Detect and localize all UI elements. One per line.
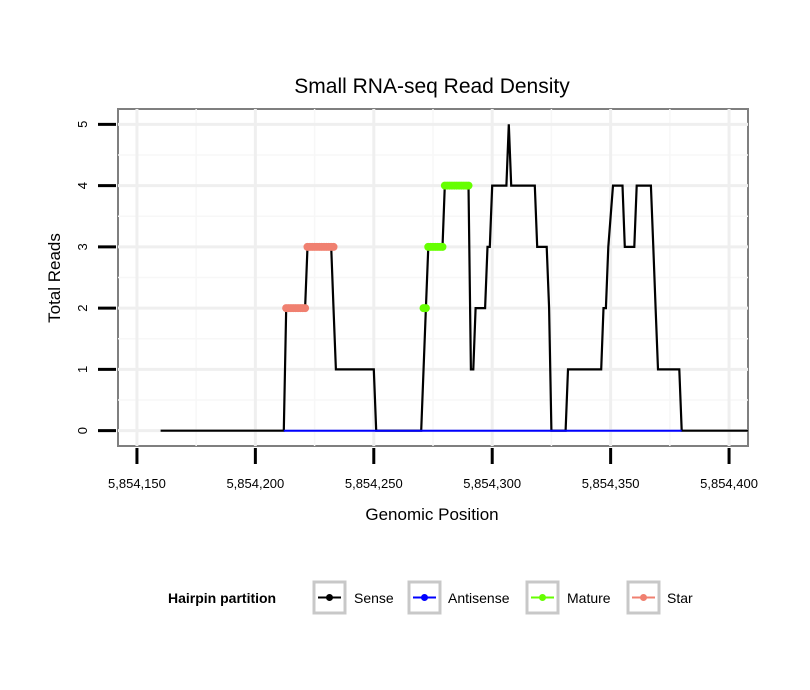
series-layer — [160, 124, 748, 432]
legend-label: Star — [667, 590, 693, 606]
y-axis: 0 1 2 3 4 5 — [75, 121, 116, 434]
legend-label: Mature — [567, 590, 611, 606]
legend-item-star: Star — [626, 580, 693, 615]
legend-title: Hairpin partition — [168, 590, 276, 606]
grid-lines — [118, 109, 748, 446]
legend-key-point — [326, 594, 333, 601]
y-tick-label: 3 — [75, 243, 90, 250]
x-axis-label: Genomic Position — [365, 505, 498, 524]
x-tick-label: 5,854,300 — [463, 476, 521, 491]
legend-key-point — [640, 594, 647, 601]
series-sense-line — [160, 124, 748, 432]
legend-key-point — [539, 594, 546, 601]
chart-title: Small RNA-seq Read Density — [294, 75, 570, 98]
y-tick-label: 0 — [75, 427, 90, 434]
y-tick-label: 1 — [75, 366, 90, 373]
y-tick-label: 2 — [75, 305, 90, 312]
y-tick-label: 5 — [75, 121, 90, 128]
legend-item-sense: Sense — [312, 580, 394, 615]
y-tick-label: 4 — [75, 182, 90, 189]
x-tick-label: 5,854,250 — [345, 476, 403, 491]
x-axis: 5,854,150 5,854,200 5,854,250 5,854,300 5,85… — [108, 448, 758, 491]
x-tick-label: 5,854,200 — [226, 476, 284, 491]
legend-item-antisense: Antisense — [407, 580, 510, 615]
x-tick-label: 5,854,350 — [582, 476, 640, 491]
legend-key-point — [421, 594, 428, 601]
legend-item-mature: Mature — [525, 580, 611, 615]
y-axis-label: Total Reads — [45, 233, 64, 323]
x-tick-label: 5,854,400 — [700, 476, 758, 491]
legend: Hairpin partition Sense Antisense Mature St… — [168, 580, 693, 615]
legend-label: Antisense — [448, 590, 510, 606]
legend-label: Sense — [354, 590, 394, 606]
x-tick-label: 5,854,150 — [108, 476, 166, 491]
